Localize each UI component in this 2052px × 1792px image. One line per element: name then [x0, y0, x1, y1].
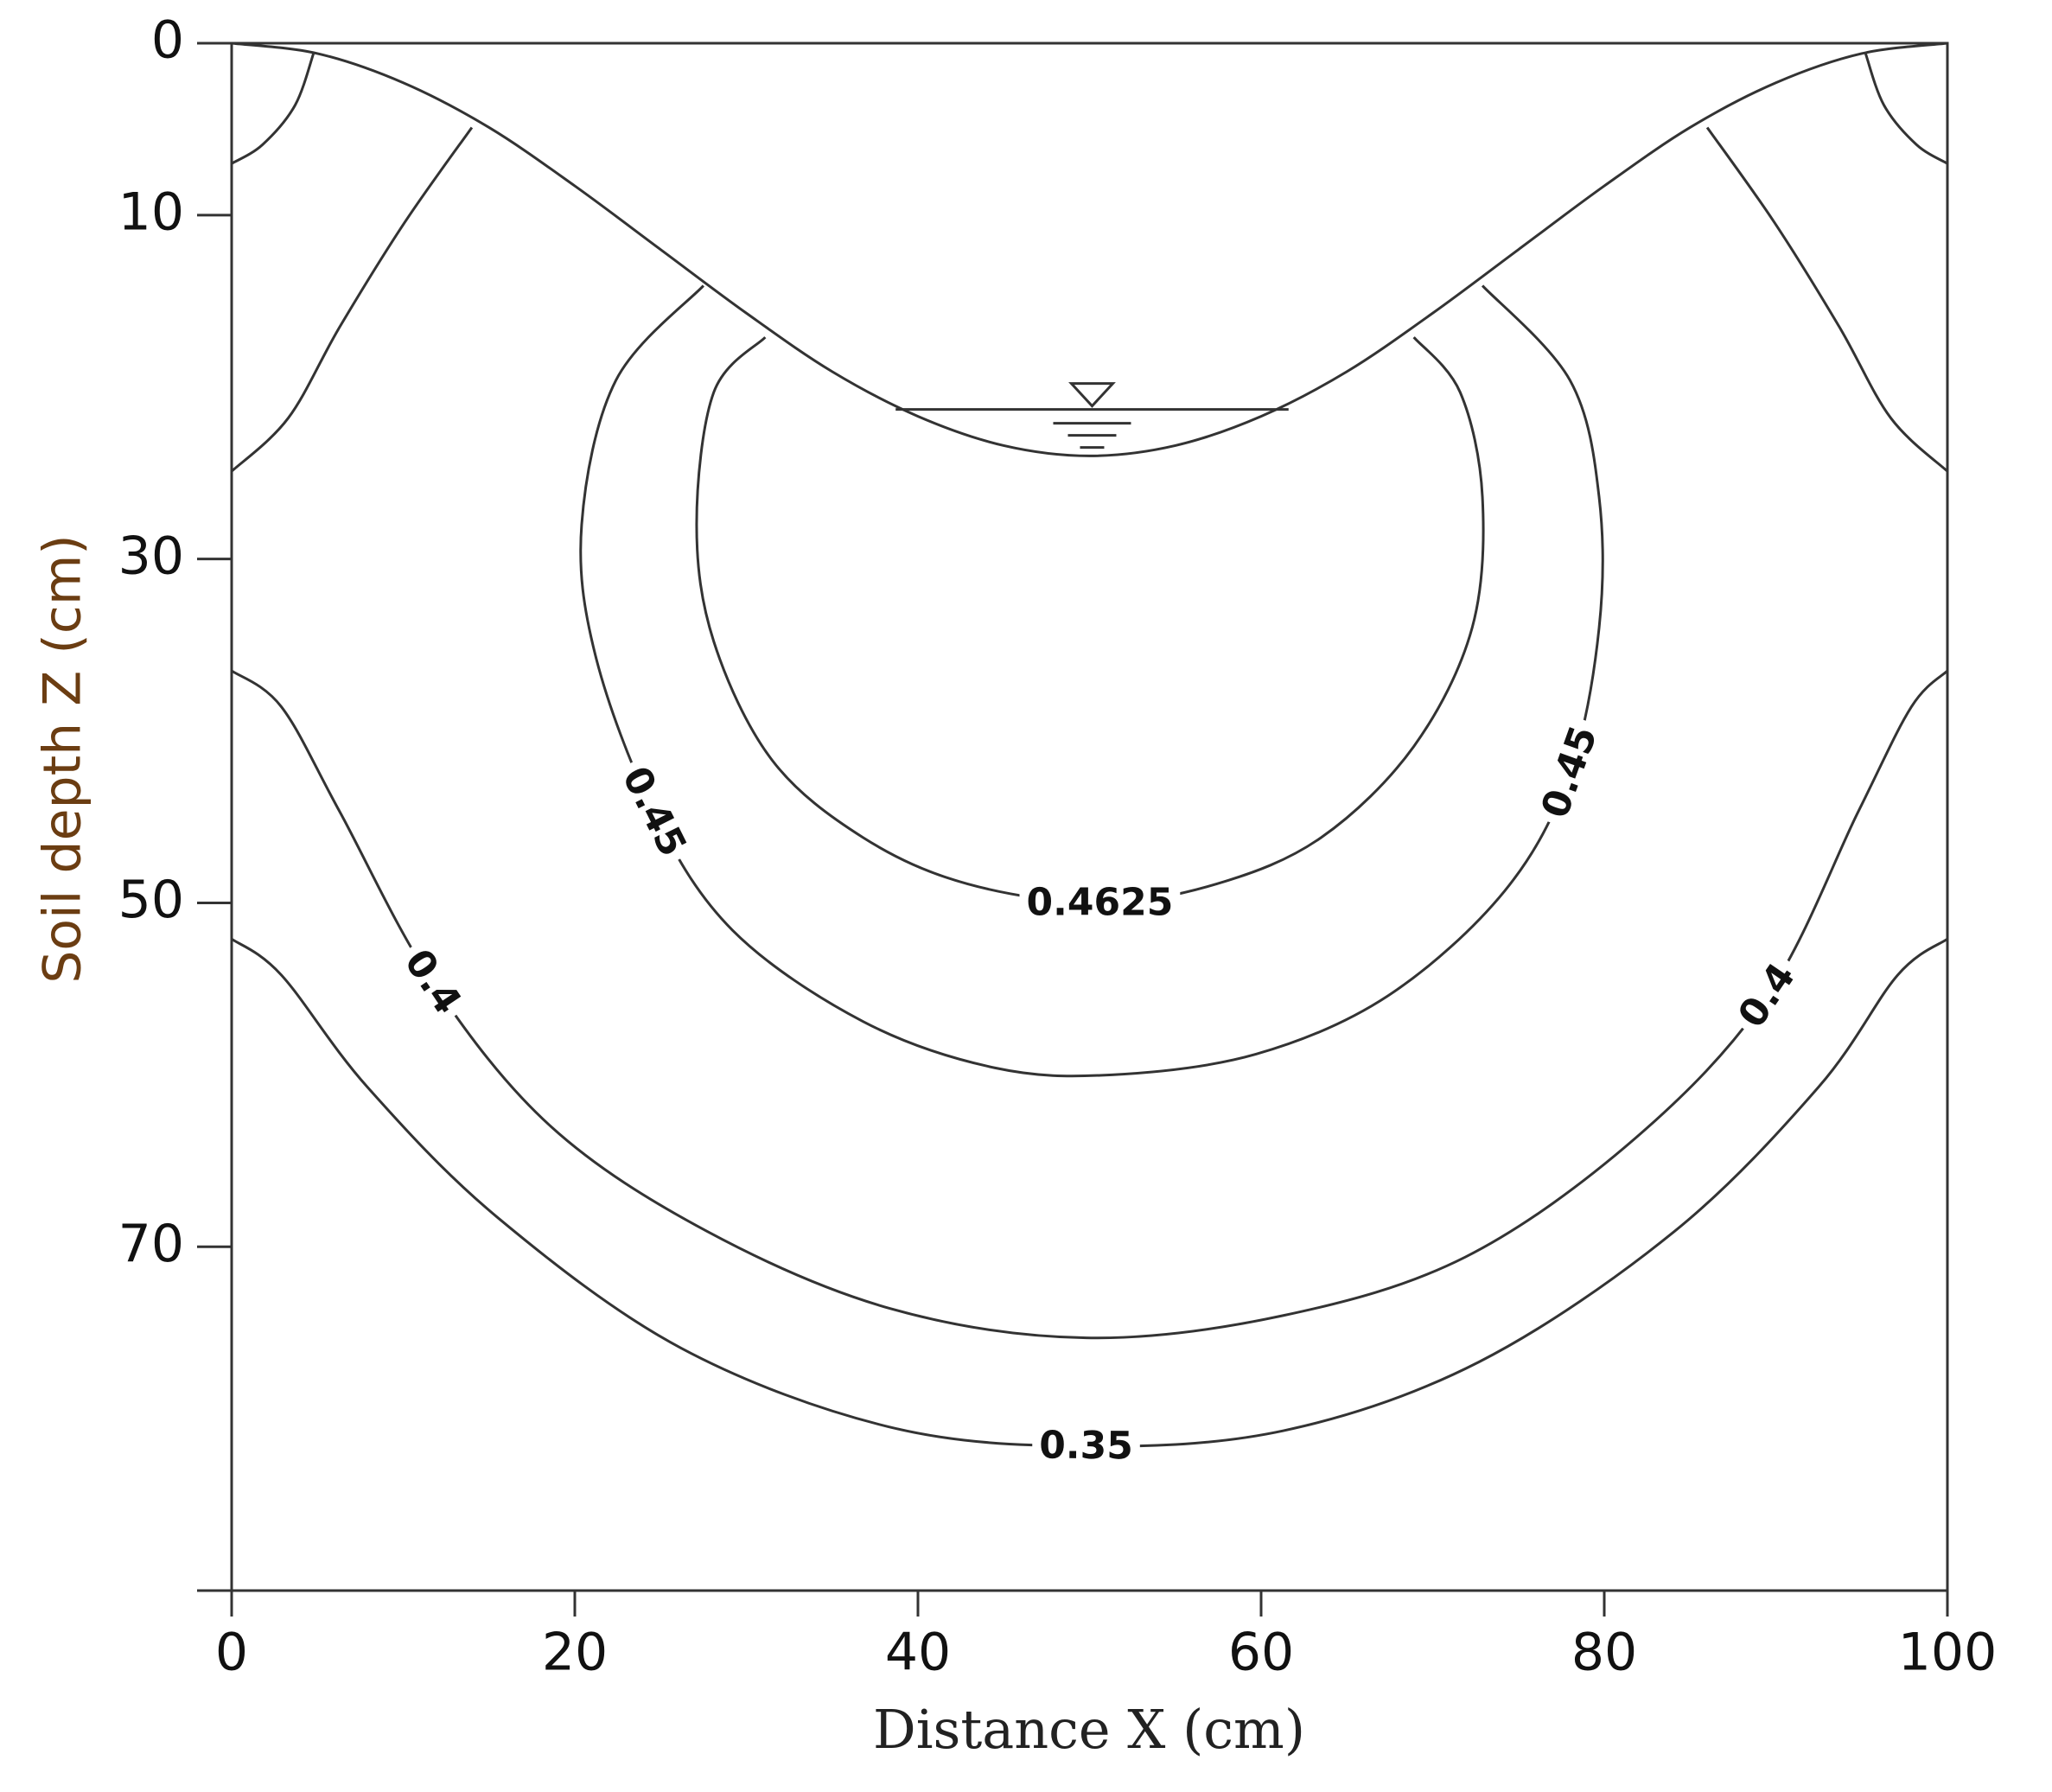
contour-label: 0.35 [1039, 1423, 1133, 1468]
contour-label-bg [393, 937, 471, 1027]
plot-frame [230, 41, 1949, 1592]
soil-surface [231, 41, 1948, 457]
contour-label-group: 0.4625 [1019, 880, 1181, 924]
y-tick-label: 0 [151, 10, 184, 71]
contour-label-group: 0.4 [393, 937, 471, 1027]
x-tick-label: 80 [1571, 1623, 1637, 1683]
contour-label-bg [1032, 1426, 1141, 1466]
contour-label: 0.45 [614, 760, 695, 864]
contour-line [579, 284, 1604, 1078]
x-tick-label: 100 [1898, 1623, 1998, 1683]
x-tick-label: 0 [215, 1623, 248, 1683]
y-tick-label: 30 [118, 526, 184, 586]
x-tick-label: 20 [542, 1623, 608, 1683]
contour-line [231, 51, 315, 165]
y-tick-label: 10 [118, 182, 184, 242]
contour-label-bg [1533, 715, 1607, 830]
contour-label-group: 0.45 [1533, 715, 1607, 830]
water-symbol [1068, 382, 1116, 408]
contour-label-bg [1019, 883, 1181, 922]
y-tick-label: 50 [118, 870, 184, 930]
contour-line [231, 669, 1949, 1340]
y-axis-label: Soil depth Z (cm) [33, 534, 93, 983]
contour-label-group: 0.4 [1728, 951, 1807, 1041]
y-tick-label: 70 [118, 1214, 184, 1274]
x-axis-label: Distance X (cm) [873, 1698, 1305, 1761]
contour-label: 0.45 [1533, 720, 1606, 823]
contour-label-group: 0.45 [612, 755, 695, 869]
x-tick-label: 40 [885, 1623, 951, 1683]
contour-line [230, 126, 474, 473]
contour-label-bg [612, 755, 695, 869]
contour-label-bg [1728, 951, 1807, 1041]
x-tick-label: 60 [1228, 1623, 1294, 1683]
contour-line [231, 937, 1948, 1448]
contour-label: 0.4625 [1027, 880, 1174, 924]
contour-line [1864, 51, 1948, 165]
contour-label-group: 0.35 [1032, 1423, 1141, 1468]
contour-line [1705, 126, 1949, 473]
